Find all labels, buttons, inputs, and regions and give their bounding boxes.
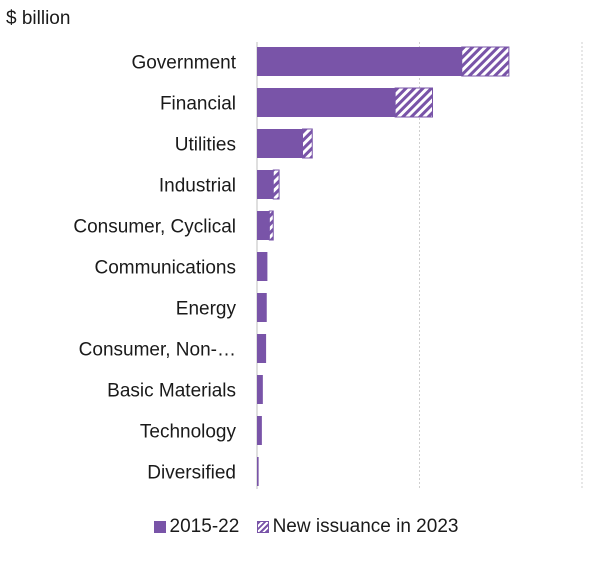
bar-new-issuance-2023 [461,46,510,77]
legend-item-2015-22: 2015-22 [153,516,240,538]
category-label: Basic Materials [107,381,236,402]
bar-2015-22 [257,416,262,445]
category-label: Government [131,53,236,74]
bar-2015-22 [257,47,462,76]
legend-swatch-hatched [256,521,269,533]
y-axis-unit-label: $ billion [6,8,71,29]
legend-label-new-issuance: New issuance in 2023 [272,516,459,537]
bar-2015-22 [257,211,270,240]
bar-new-issuance-2023 [268,210,274,241]
bar-2015-22 [257,252,268,281]
bar-2015-22 [257,293,267,322]
bar-2015-22 [257,170,274,199]
legend-label-2015-22: 2015-22 [169,516,240,537]
bar-2015-22 [257,88,396,117]
category-label: Diversified [147,463,236,484]
category-label: Consumer, Non-… [79,340,236,361]
bar-2015-22 [257,457,259,486]
category-label: Industrial [159,176,236,197]
bar-2015-22 [257,129,303,158]
legend-swatch-solid [153,521,166,533]
bar-new-issuance-2023 [272,169,280,200]
bar-new-issuance-2023 [302,128,313,159]
bar-new-issuance-2023 [394,87,433,118]
bar-2015-22 [257,375,263,404]
bar-2015-22 [257,334,267,363]
category-label: Consumer, Cyclical [73,217,236,238]
legend: 2015-22 New issuance in 2023 [0,516,612,539]
category-label: Utilities [175,135,236,156]
category-label: Financial [160,94,236,115]
category-labels: Government Financial Utilities Industrial Co… [73,53,236,484]
bar-chart: Government Financial Utilities Industrial Co… [73,42,583,489]
category-label: Technology [140,422,237,443]
category-label: Communications [95,258,237,279]
category-label: Energy [176,299,237,320]
legend-item-new-issuance: New issuance in 2023 [256,516,459,538]
bars [257,46,510,486]
